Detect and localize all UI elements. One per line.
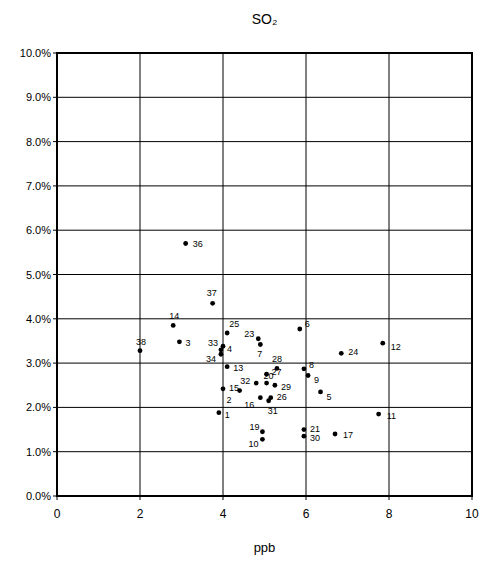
point [210, 301, 215, 306]
point-labels: 1234567891011121314151617192021232425262… [136, 239, 401, 449]
point-label: 34 [206, 354, 216, 364]
point [272, 383, 277, 388]
point [297, 327, 302, 332]
point-label: 23 [244, 329, 254, 339]
point-label: 10 [248, 439, 258, 449]
point-label: 27 [272, 367, 282, 377]
point-label: 1 [225, 410, 230, 420]
point [264, 381, 269, 386]
x-tick-label: 0 [54, 507, 61, 521]
point [302, 434, 307, 439]
point [258, 395, 263, 400]
y-grid-line [57, 185, 472, 186]
y-tick-label: 3.0% [26, 357, 51, 369]
point-label: 25 [229, 319, 239, 329]
x-tick-label: 4 [220, 507, 227, 521]
y-tick-label: 6.0% [26, 224, 51, 236]
x-tick-label: 8 [386, 507, 393, 521]
x-tick-label: 6 [303, 507, 310, 521]
point-label: 24 [348, 347, 358, 357]
point [266, 398, 271, 403]
point-label: 30 [310, 433, 320, 443]
point [225, 364, 230, 369]
y-tick-label: 7.0% [26, 180, 51, 192]
y-grid-line [57, 141, 472, 142]
x-tick-label: 2 [137, 507, 144, 521]
point-label: 26 [277, 392, 287, 402]
point-label: 2 [227, 395, 232, 405]
point-label: 38 [136, 337, 146, 347]
point-label: 28 [272, 354, 282, 364]
point [333, 432, 338, 437]
chart: 02468100.0%1.0%2.0%3.0%4.0%5.0%6.0%7.0%8… [0, 0, 487, 582]
point-label: 5 [327, 392, 332, 402]
point [306, 373, 311, 378]
point-label: 9 [314, 375, 319, 385]
point-label: 8 [309, 360, 314, 370]
axes: 02468100.0%1.0%2.0%3.0%4.0%5.0%6.0%7.0%8… [20, 47, 479, 521]
point [221, 344, 226, 349]
y-grid-line [57, 363, 472, 364]
y-tick-label: 1.0% [26, 446, 51, 458]
point-label: 16 [244, 400, 254, 410]
y-grid-line [57, 230, 472, 231]
point-label: 11 [387, 411, 396, 421]
x-axis-label: ppb [254, 540, 276, 555]
point-label: 32 [240, 376, 250, 386]
point-label: 7 [257, 349, 262, 359]
point [256, 336, 261, 341]
point-label: 15 [229, 383, 239, 393]
point [260, 429, 265, 434]
point [138, 348, 143, 353]
y-grid-line [57, 274, 472, 275]
y-tick-label: 5.0% [26, 269, 51, 281]
point-label: 17 [343, 430, 353, 440]
background [0, 0, 487, 582]
y-grid-line [57, 318, 472, 319]
point-label: 31 [268, 406, 278, 416]
point [339, 351, 344, 356]
point-label: 4 [227, 344, 232, 354]
point [221, 386, 226, 391]
y-grid-line [57, 97, 472, 98]
point-label: 14 [169, 311, 179, 321]
point [302, 427, 307, 432]
point-label: 3 [185, 338, 190, 348]
point-label: 6 [305, 319, 310, 329]
point [219, 352, 224, 357]
point [216, 410, 221, 415]
point-label: 37 [207, 288, 217, 298]
point-label: 36 [193, 239, 203, 249]
point-label: 29 [281, 382, 291, 392]
points [138, 241, 386, 442]
point [302, 366, 307, 371]
title: SO₂ [252, 11, 278, 27]
point [225, 331, 230, 336]
point [183, 241, 188, 246]
point [380, 341, 385, 346]
y-tick-label: 8.0% [26, 136, 51, 148]
point-label: 21 [310, 424, 320, 434]
y-grid-line [57, 407, 472, 408]
point-label: 19 [249, 422, 259, 432]
x-tick-label: 10 [465, 507, 479, 521]
y-tick-label: 0.0% [26, 490, 51, 502]
y-tick-label: 2.0% [26, 401, 51, 413]
point-label: 13 [233, 363, 243, 373]
y-tick-label: 10.0% [20, 47, 51, 59]
point [177, 339, 182, 344]
y-grid-line [57, 451, 472, 452]
point-label: 33 [208, 338, 218, 348]
grid [57, 53, 472, 496]
plot-frame [57, 53, 472, 496]
y-tick-label: 4.0% [26, 313, 51, 325]
point [318, 389, 323, 394]
point [171, 323, 176, 328]
y-tick-label: 9.0% [26, 91, 51, 103]
point [254, 381, 259, 386]
point [258, 342, 263, 347]
point [376, 412, 381, 417]
point [260, 437, 265, 442]
point-label: 12 [391, 342, 401, 352]
